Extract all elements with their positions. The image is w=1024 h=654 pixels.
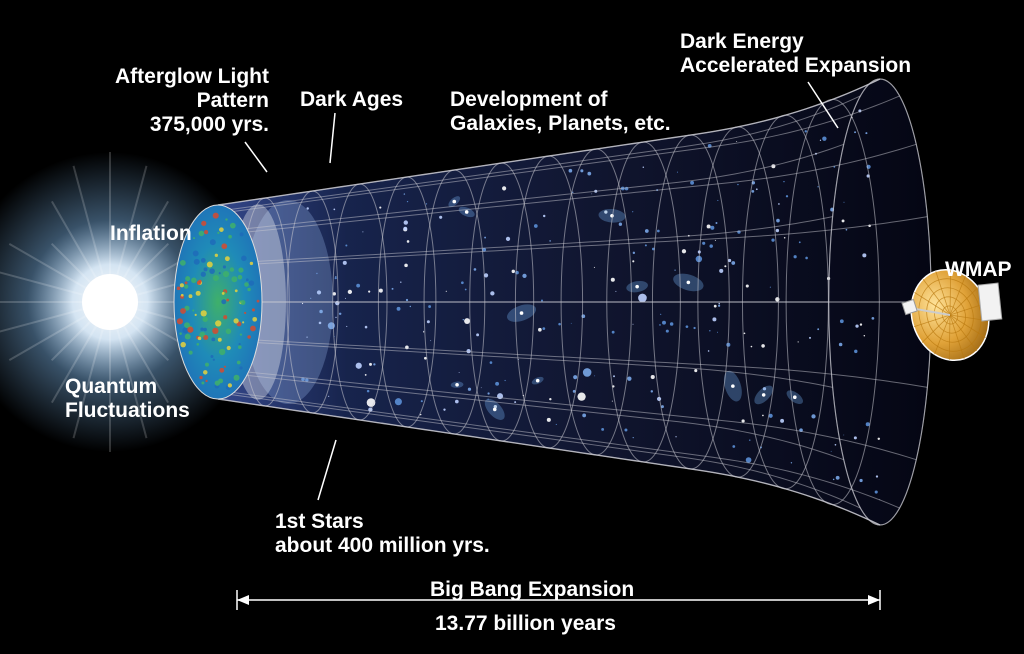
label-afterglow: Afterglow Light Pattern 375,000 yrs. bbox=[115, 65, 269, 137]
universe-timeline-diagram: Inflation Quantum Fluctuations Afterglow… bbox=[0, 0, 1024, 654]
label-expansion-title: Big Bang Expansion bbox=[430, 578, 634, 602]
label-dark-ages: Dark Ages bbox=[300, 88, 403, 112]
label-development: Development of Galaxies, Planets, etc. bbox=[450, 88, 671, 136]
label-first-stars: 1st Stars about 400 million yrs. bbox=[275, 510, 490, 558]
firststars-leader bbox=[318, 440, 336, 500]
label-expansion-value: 13.77 billion years bbox=[435, 612, 616, 636]
afterglow-leader bbox=[245, 142, 267, 172]
label-dark-energy: Dark Energy Accelerated Expansion bbox=[680, 30, 911, 78]
darkages-leader bbox=[330, 113, 335, 163]
label-quantum-fluctuations: Quantum Fluctuations bbox=[65, 375, 190, 423]
label-inflation: Inflation bbox=[110, 222, 192, 246]
label-wmap: WMAP bbox=[945, 258, 1012, 282]
